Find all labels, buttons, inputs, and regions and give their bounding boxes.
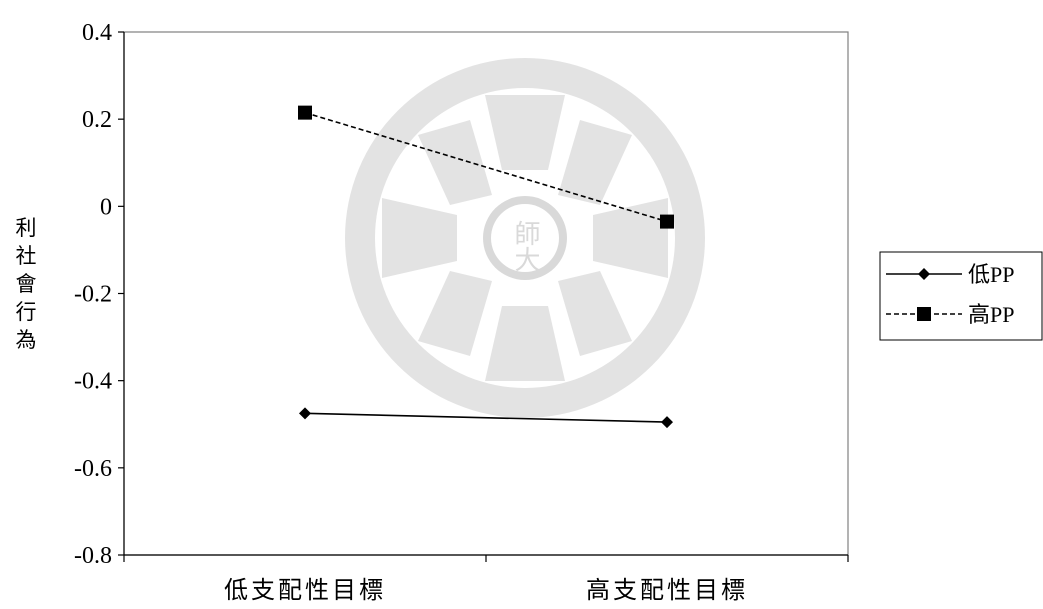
diamond-marker: [661, 416, 673, 429]
series-high-pp: [298, 105, 674, 229]
watermark-text: 師大: [510, 220, 540, 272]
legend-entry: 高PP: [886, 302, 1014, 327]
legend-label: 低PP: [968, 262, 1014, 287]
y-tick-label: -0.2: [74, 282, 112, 308]
legend-label: 高PP: [968, 302, 1014, 327]
legend: 低PP 高PP: [879, 251, 1043, 341]
legend-entry: 低PP: [886, 262, 1014, 287]
y-axis-label-char: 會: [16, 272, 37, 296]
y-tick-label: 0.4: [82, 20, 112, 46]
y-tick-label: 0.2: [82, 107, 112, 133]
y-tick-label: -0.8: [74, 543, 112, 569]
diamond-marker: [299, 407, 311, 420]
watermark-emblem: 師大: [345, 58, 705, 418]
y-tick-label: -0.4: [74, 369, 112, 395]
x-category-label: 高支配性目標: [586, 576, 748, 604]
square-marker: [660, 214, 674, 229]
x-category-label: 低支配性目標: [224, 576, 386, 604]
y-axis-label-char: 為: [16, 328, 37, 352]
y-tick-label: -0.6: [74, 456, 112, 482]
legend-box: [879, 251, 1043, 341]
square-marker: [917, 307, 931, 321]
y-axis-label-char: 社: [16, 244, 37, 268]
y-axis-label-char: 行: [16, 300, 37, 324]
y-tick-label: 0: [100, 194, 112, 220]
diamond-marker: [918, 268, 930, 280]
square-marker: [298, 105, 312, 120]
y-axis-label-char: 利: [16, 216, 37, 240]
series-line: [304, 412, 668, 423]
series-line: [304, 111, 668, 223]
series-low-pp: [299, 407, 673, 429]
